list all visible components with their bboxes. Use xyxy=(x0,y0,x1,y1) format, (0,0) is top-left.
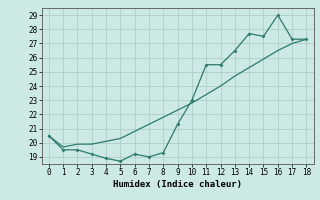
X-axis label: Humidex (Indice chaleur): Humidex (Indice chaleur) xyxy=(113,180,242,189)
